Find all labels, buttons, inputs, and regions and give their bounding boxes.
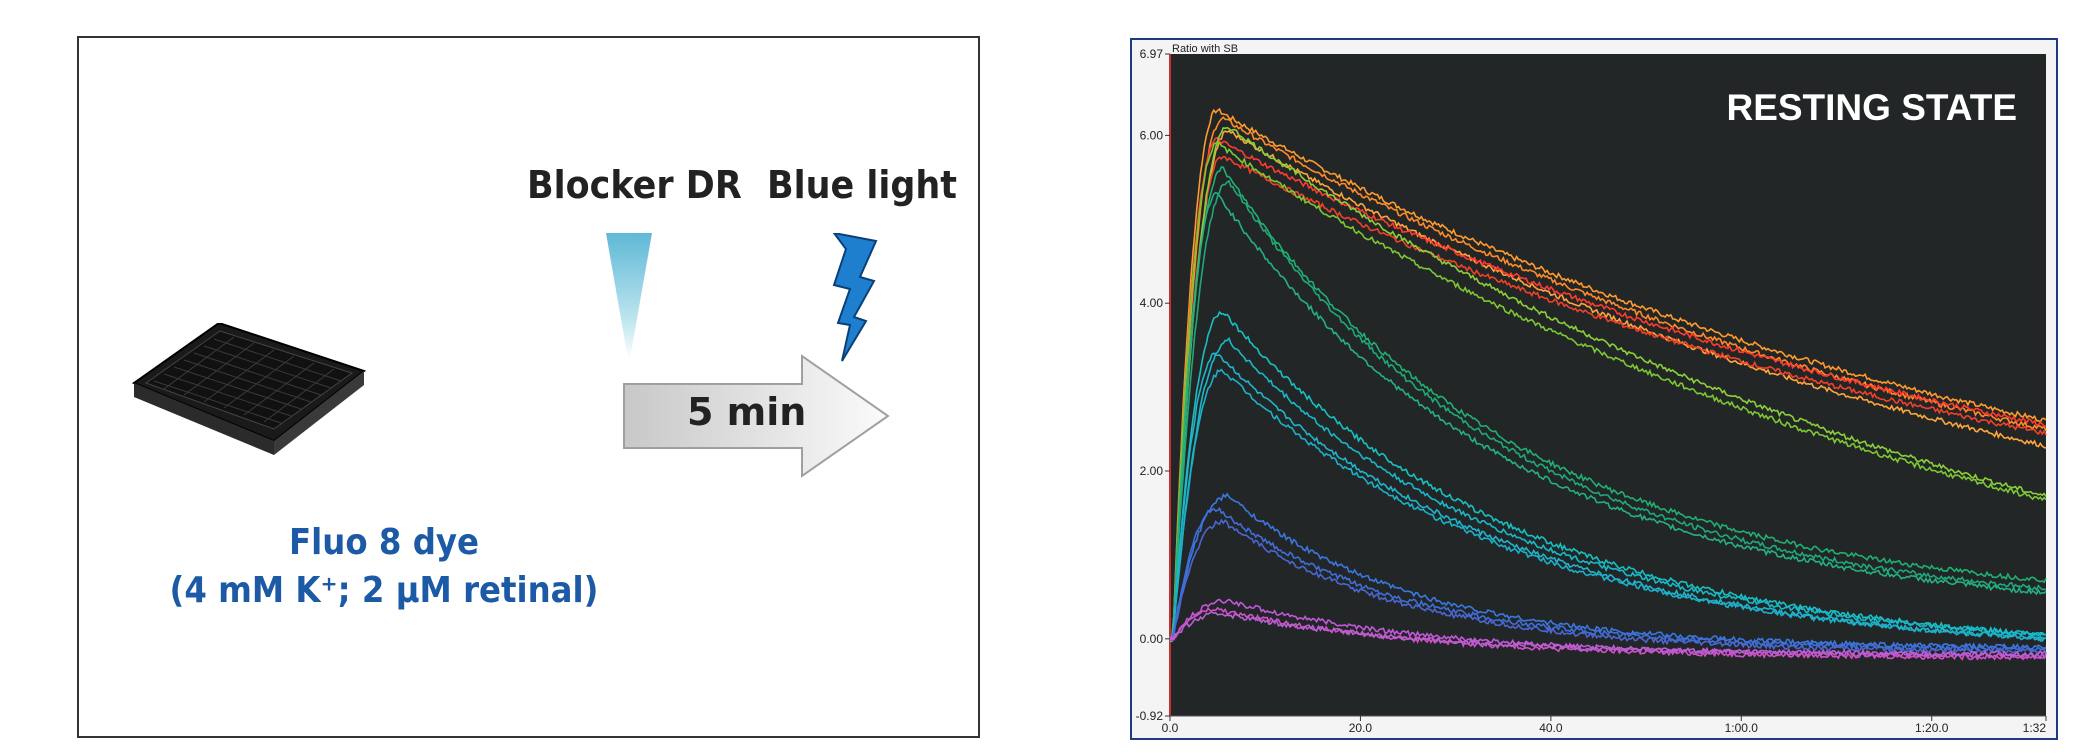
series-line <box>1169 492 2047 651</box>
y-tick-label: 4.00 <box>1140 296 1164 310</box>
y-tick-label: 6.97 <box>1140 47 1164 61</box>
series-line <box>1169 611 2047 659</box>
series-line <box>1169 126 2047 640</box>
dye-label-line1: Fluo 8 dye <box>289 522 479 563</box>
chart-panel: 6.97 6.00 4.00 2.00 0.00 -0.92 0.0 20.0 40.0 1:0… <box>1130 38 2058 740</box>
y-axis-label: Ratio with SB <box>1172 43 1238 55</box>
series-line <box>1169 107 2047 640</box>
y-tick-label: 2.00 <box>1140 464 1164 478</box>
x-tick-label: 0.0 <box>1162 721 1179 735</box>
series-line <box>1169 179 2047 642</box>
microplate-icon <box>131 323 367 455</box>
series-line <box>1169 166 2047 642</box>
series-line <box>1169 141 2047 642</box>
x-tick-label: 20.0 <box>1349 721 1373 735</box>
series-line <box>1169 518 2047 655</box>
series-line <box>1169 136 2047 639</box>
x-tick-label: 40.0 <box>1539 721 1563 735</box>
series-line <box>1169 116 2047 643</box>
assay-schematic-panel: Blocker DR Blue light 5 min Fluo 8 dye (… <box>77 36 980 738</box>
y-tick-label: 6.00 <box>1140 128 1164 142</box>
light-label: Blue light <box>767 163 957 207</box>
blue-light-icon <box>832 233 878 362</box>
blocker-label: Blocker DR <box>527 163 742 207</box>
x-tick-label: 1:00.0 <box>1725 721 1759 735</box>
chart-title: RESTING STATE <box>1726 87 2017 128</box>
incubation-arrow <box>623 354 890 478</box>
x-tick-label: 1:32 <box>2023 721 2047 735</box>
resting-state-chart: 6.97 6.00 4.00 2.00 0.00 -0.92 0.0 20.0 40.0 1:0… <box>1136 43 2047 735</box>
plot-background <box>1170 54 2046 716</box>
y-tick-label: -0.92 <box>1136 709 1164 723</box>
series-line <box>1169 155 2047 640</box>
series-line <box>1169 336 2047 641</box>
series-line <box>1169 310 2047 640</box>
pipette-tip-icon <box>606 233 652 359</box>
arrow-label: 5 min <box>687 390 807 434</box>
series-line <box>1169 368 2047 643</box>
dye-label-line2: (4 mM K⁺; 2 µM retinal) <box>169 570 599 611</box>
series-line <box>1169 130 2047 640</box>
series-line <box>1169 191 2047 639</box>
y-tick-label: 0.00 <box>1140 632 1164 646</box>
x-tick-label: 1:20.0 <box>1915 721 1949 735</box>
